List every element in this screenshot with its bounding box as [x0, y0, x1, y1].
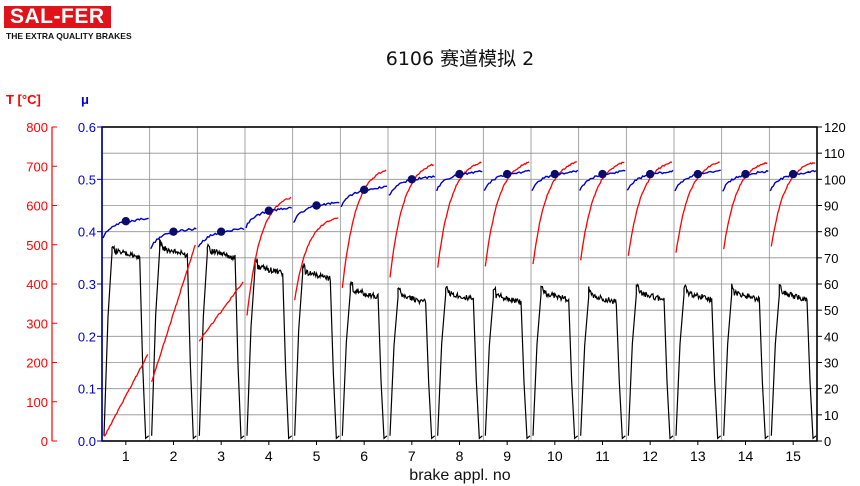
right-tick-label: 10 [824, 408, 838, 423]
temperature-line [246, 196, 292, 316]
mu-marker [788, 169, 798, 179]
right-tick-label: 60 [824, 277, 838, 292]
mu-marker [407, 175, 417, 184]
mu-tick-label: 0.1 [78, 382, 96, 397]
mu-marker [359, 185, 369, 194]
temp-tick-label: 200 [26, 356, 48, 371]
x-tick-label: 13 [690, 448, 706, 464]
logo-brand: SAL-FER [4, 6, 111, 28]
x-tick-label: 14 [738, 448, 754, 464]
temperature-line [294, 217, 339, 301]
right-tick-label: 90 [824, 199, 838, 214]
right-tick-label: 120 [824, 120, 846, 135]
x-tick-label: 4 [265, 448, 273, 464]
mu-tick-label: 0.4 [78, 225, 96, 240]
x-tick-label: 6 [360, 448, 368, 464]
right-tick-label: 110 [824, 146, 845, 161]
x-tick-label: 10 [547, 448, 563, 464]
brand-logo: SAL-FER THE EXTRA QUALITY BRAKES [4, 6, 154, 46]
right-tick-label: 20 [824, 382, 838, 397]
temp-tick-label: 700 [26, 159, 48, 174]
x-tick-label: 1 [122, 448, 130, 464]
temp-tick-label: 0 [41, 434, 48, 449]
x-tick-label: 15 [785, 448, 801, 464]
temp-tick-label: 500 [26, 238, 48, 253]
x-tick-label: 11 [595, 448, 610, 464]
x-tick-label: 8 [456, 448, 464, 464]
mu-marker [216, 227, 226, 236]
right-tick-label: 70 [824, 251, 838, 266]
right-tick-label: 0 [824, 434, 831, 449]
temp-tick-label: 800 [26, 120, 48, 135]
temp-tick-label: 100 [26, 395, 48, 410]
mu-tick-label: 0.0 [78, 434, 96, 449]
right-tick-label: 40 [824, 329, 838, 344]
signal-line [770, 284, 817, 440]
temp-tick-label: 300 [26, 316, 48, 331]
signal-line [341, 280, 388, 440]
mu-marker [741, 169, 750, 179]
mu-marker [502, 169, 512, 179]
x-tick-label: 9 [503, 448, 511, 464]
mu-marker [455, 169, 464, 179]
mu-marker [312, 201, 321, 210]
mu-marker [645, 169, 655, 179]
right-tick-label: 30 [824, 356, 838, 371]
signal-line [484, 285, 531, 440]
temperature-line [580, 161, 625, 261]
signal-line [580, 286, 626, 440]
x-tick-label: 5 [313, 448, 321, 464]
signal-line [246, 258, 293, 440]
right-tick-label: 80 [824, 225, 838, 240]
x-axis-label: brake appl. no [409, 467, 511, 484]
signal-line [151, 237, 197, 440]
temperature-line [437, 161, 482, 268]
signal-line [198, 242, 245, 440]
temp-axis-label: T [°C] [6, 92, 41, 107]
signal-line [389, 287, 436, 440]
mu-marker [550, 169, 560, 179]
x-tick-label: 7 [408, 448, 416, 464]
temperature-line [532, 160, 577, 265]
mu-marker [121, 217, 131, 226]
chart-title: 6106 赛道模拟 2 [385, 48, 535, 70]
signal-line [627, 283, 674, 440]
right-tick-label: 100 [824, 172, 846, 187]
mu-tick-label: 0.5 [78, 172, 96, 187]
x-tick-label: 2 [170, 448, 178, 464]
signal-line [103, 244, 150, 440]
mu-axis-label: μ [81, 92, 89, 107]
mu-marker [169, 227, 178, 236]
mu-marker [693, 169, 703, 179]
temp-tick-label: 600 [26, 199, 48, 214]
signal-line [675, 284, 722, 440]
signal-line [437, 285, 483, 440]
temperature-line [151, 244, 196, 383]
signal-line [723, 283, 769, 440]
temp-tick-label: 400 [26, 277, 48, 292]
mu-tick-label: 0.2 [78, 329, 96, 344]
logo-tagline: THE EXTRA QUALITY BRAKES [6, 31, 132, 41]
mu-marker [598, 169, 607, 179]
signal-line [532, 285, 579, 440]
temperature-line [198, 281, 244, 342]
x-tick-label: 3 [217, 448, 225, 464]
signal-line [294, 263, 340, 440]
right-tick-label: 50 [824, 303, 838, 318]
temperature-line [103, 353, 149, 437]
mu-tick-label: 0.6 [78, 120, 96, 135]
temperature-line [389, 163, 435, 278]
mu-marker [264, 206, 274, 215]
x-tick-label: 12 [642, 448, 658, 464]
temperature-line [484, 161, 530, 267]
mu-tick-label: 0.3 [78, 277, 96, 292]
